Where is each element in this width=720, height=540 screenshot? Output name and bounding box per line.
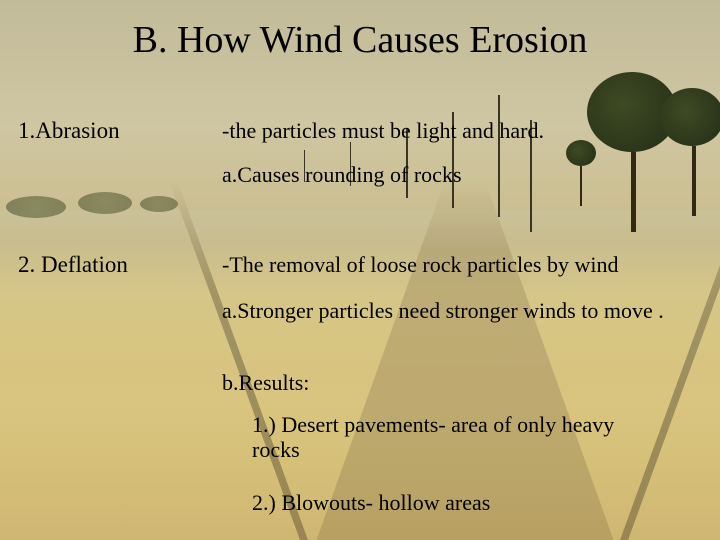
utility-pole-icon [498, 95, 500, 217]
slide-title: B. How Wind Causes Erosion [0, 18, 720, 62]
deflation-sub-b: b.Results: [222, 370, 708, 395]
deflation-sub-a: a.Stronger particles need stronger winds… [222, 298, 708, 323]
bush-icon [140, 196, 178, 212]
slide: B. How Wind Causes Erosion 1.Abrasion 2.… [0, 0, 720, 540]
outline-item-deflation: 2. Deflation [18, 252, 218, 278]
tree-icon [660, 88, 720, 216]
deflation-result-1: 1.) Desert pavements- area of only heavy… [222, 412, 708, 463]
abrasion-note: -the particles must be light and hard. [222, 118, 708, 143]
bush-icon [78, 192, 132, 214]
outline-item-abrasion: 1.Abrasion [18, 118, 218, 144]
deflation-result-2: 2.) Blowouts- hollow areas [222, 490, 708, 515]
abrasion-sub-a: a.Causes rounding of rocks [222, 162, 708, 187]
deflation-note: -The removal of loose rock particles by … [222, 252, 708, 277]
bush-icon [6, 196, 66, 218]
